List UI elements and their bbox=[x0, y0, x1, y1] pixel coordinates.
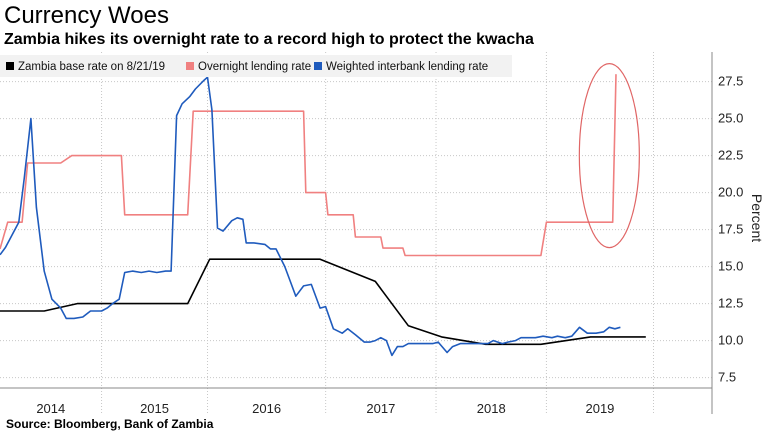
legend-swatch bbox=[314, 62, 322, 70]
axes: 7.5 10.0 12.5 15.0 17.5 20.0 22.5 25.0 27.5 2014 2… bbox=[0, 52, 765, 416]
y-tick-label: 20.0 bbox=[718, 185, 743, 200]
x-tick-label: 2015 bbox=[140, 401, 169, 416]
source-note: Source: Bloomberg, Bank of Zambia bbox=[6, 417, 214, 431]
annotation-circle bbox=[578, 63, 640, 249]
x-tick-label: 2014 bbox=[36, 401, 65, 416]
chart-subtitle: Zambia hikes its overnight rate to a rec… bbox=[4, 31, 534, 48]
legend-label: Weighted interbank lending rate bbox=[326, 61, 488, 73]
y-axis-label: Percent bbox=[749, 194, 765, 242]
series-line-2 bbox=[0, 76, 621, 357]
y-tick-label: 27.5 bbox=[718, 74, 743, 89]
legend-label: Zambia base rate on 8/21/19 bbox=[18, 61, 165, 73]
y-tick-label: 15.0 bbox=[718, 259, 743, 274]
y-tick-label: 25.0 bbox=[718, 111, 743, 126]
legend-label: Overnight lending rate bbox=[198, 61, 311, 73]
x-tick-label: 2019 bbox=[585, 401, 614, 416]
legend-swatch bbox=[186, 62, 194, 70]
y-tick-label: 7.5 bbox=[718, 370, 736, 385]
y-tick-label: 17.5 bbox=[718, 222, 743, 237]
chart-title: Currency Woes bbox=[4, 2, 169, 29]
y-tick-label: 22.5 bbox=[718, 148, 743, 163]
x-tick-label: 2016 bbox=[252, 401, 281, 416]
grid bbox=[0, 52, 712, 414]
annotation bbox=[578, 63, 640, 249]
x-tick-label: 2018 bbox=[477, 401, 506, 416]
x-tick-label: 2017 bbox=[366, 401, 395, 416]
series-lines bbox=[0, 74, 646, 357]
y-tick-label: 10.0 bbox=[718, 333, 743, 348]
series-line-0 bbox=[0, 258, 646, 346]
series-line-1 bbox=[0, 74, 617, 257]
legend: Zambia base rate on 8/21/19 Overnight len… bbox=[0, 55, 512, 77]
legend-background bbox=[0, 55, 512, 77]
y-tick-label: 12.5 bbox=[718, 296, 743, 311]
legend-swatch bbox=[6, 62, 14, 70]
